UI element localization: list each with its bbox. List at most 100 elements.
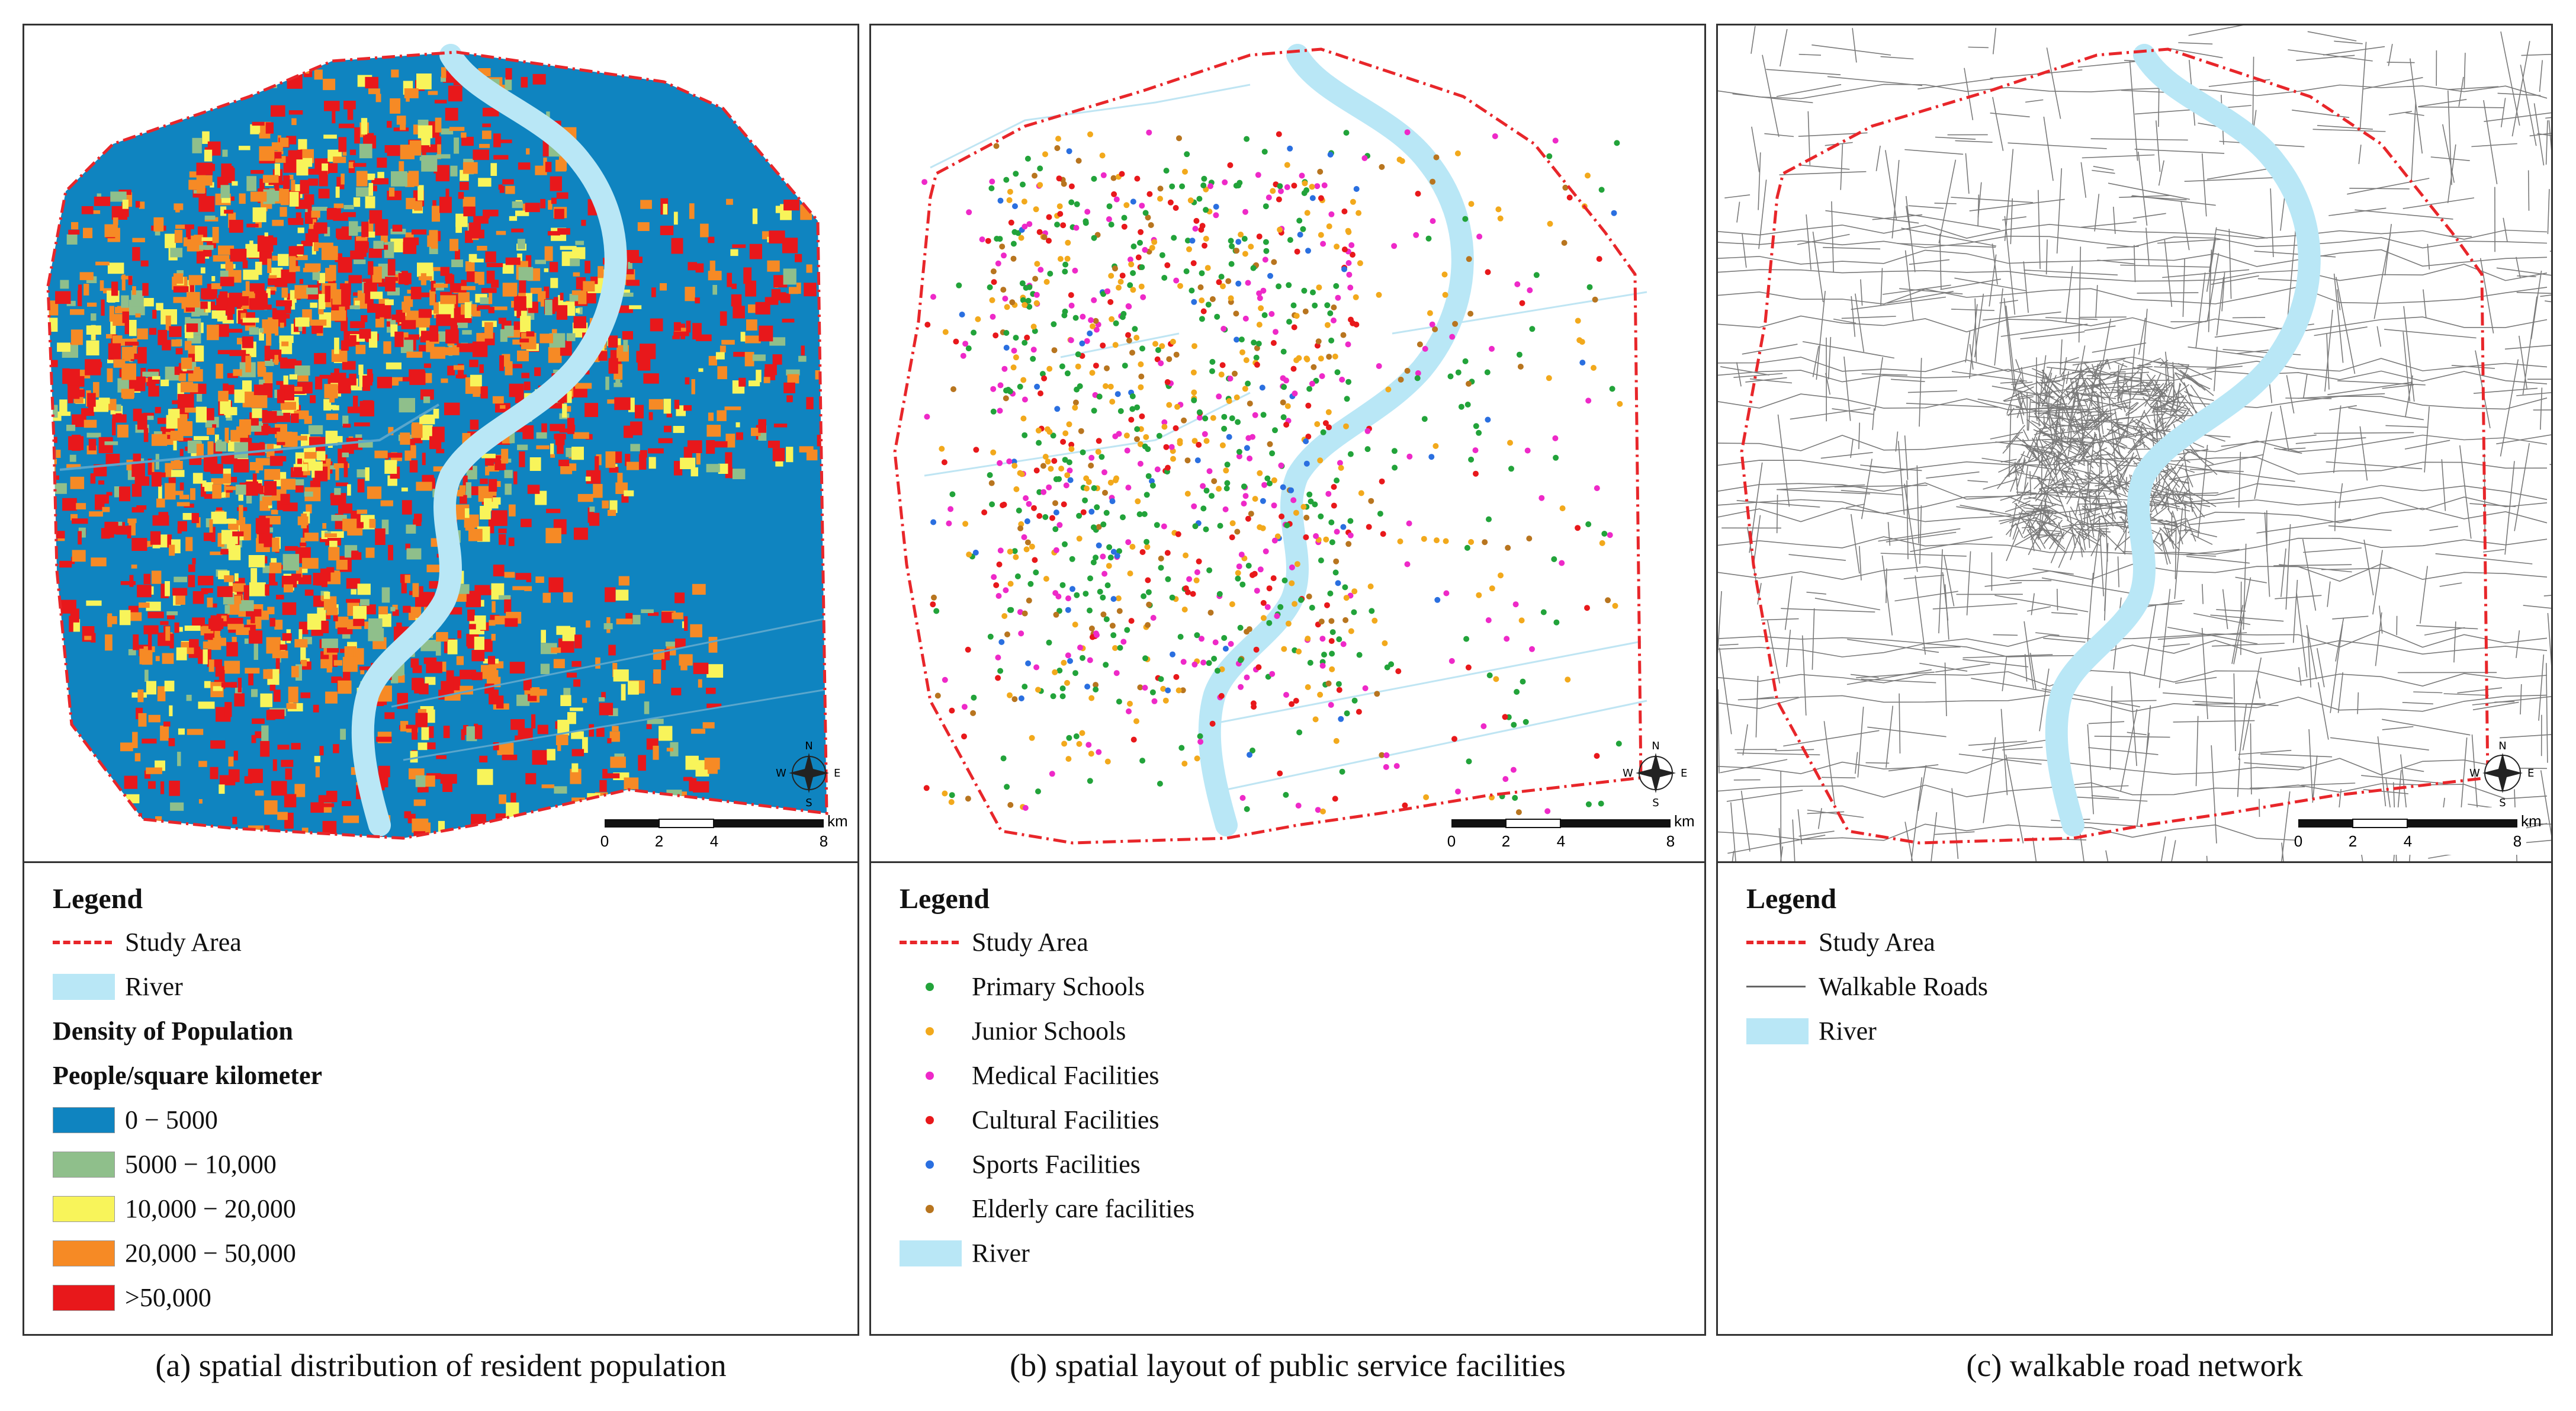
legend-item: Density of Population xyxy=(53,1009,846,1053)
legend-label: 10,000 − 20,000 xyxy=(125,1194,296,1223)
legend-item: Walkable Roads xyxy=(1746,964,2539,1009)
legend-symbol xyxy=(900,1108,965,1132)
legend-symbol xyxy=(53,1284,118,1311)
legend-symbol xyxy=(53,1195,118,1222)
legend-facilities: Legend Study Area Primary Schools Junior Sc… xyxy=(900,878,1692,1275)
svg-text:km: km xyxy=(827,812,848,830)
legend-symbol xyxy=(1746,1018,1811,1044)
study-area-boundary xyxy=(893,47,1643,845)
svg-text:0: 0 xyxy=(600,832,609,850)
legend-title: Legend xyxy=(900,883,990,915)
legend-item: 0 − 5000 xyxy=(53,1098,846,1142)
legend-item: 5000 − 10,000 xyxy=(53,1142,846,1186)
legend-symbol xyxy=(1746,975,1811,999)
legend-label: River xyxy=(1819,1016,1877,1046)
map-facilities-svg: N S E W 0 2 4 8 km xyxy=(893,44,1695,850)
panel-roads: N S E W 0 2 4 8 km Legend Study Area Walka… xyxy=(1716,24,2553,1336)
map-population-svg: N S E W 0 2 4 8 km xyxy=(46,44,848,850)
legend-item: Elderly care facilities xyxy=(900,1186,1692,1231)
svg-text:km: km xyxy=(1674,812,1695,830)
legend-symbol xyxy=(53,1107,118,1133)
legend-label: Primary Schools xyxy=(972,972,1145,1001)
study-area-boundary xyxy=(46,50,828,840)
legend-symbol xyxy=(900,1064,965,1088)
svg-text:S: S xyxy=(1652,797,1659,809)
legend-item: 20,000 − 50,000 xyxy=(53,1231,846,1275)
compass-s: S xyxy=(805,797,812,809)
map-roads[interactable]: N S E W 0 2 4 8 km xyxy=(1718,25,2551,863)
scale-bar: 0 2 4 8 km xyxy=(600,812,848,850)
svg-text:2: 2 xyxy=(1502,832,1510,850)
legend-item: Study Area xyxy=(900,920,1692,964)
study-area-boundary xyxy=(1740,47,2490,845)
map-population[interactable]: N S E W 0 2 4 8 km xyxy=(24,25,857,863)
facility-points xyxy=(921,129,1623,816)
svg-text:8: 8 xyxy=(1666,832,1675,850)
scale-bar: 0 2 4 8 km xyxy=(1447,812,1695,850)
density-patches xyxy=(48,67,827,838)
legend-title: Legend xyxy=(53,883,143,915)
legend-item: Study Area xyxy=(53,920,846,964)
legend-symbol xyxy=(900,1240,965,1266)
legend-label: Walkable Roads xyxy=(1819,972,1989,1001)
legend-label: >50,000 xyxy=(125,1283,211,1312)
legend-label: Medical Facilities xyxy=(972,1061,1159,1090)
legend-roads: Legend Study Area Walkable Roads River xyxy=(1746,878,2539,1053)
svg-text:4: 4 xyxy=(1557,832,1565,850)
legend-symbol xyxy=(900,1019,965,1043)
legend-label: Sports Facilities xyxy=(972,1150,1141,1179)
map-facilities[interactable]: N S E W 0 2 4 8 km xyxy=(871,25,1704,863)
legend-symbol xyxy=(53,1151,118,1178)
legend-symbol xyxy=(900,1153,965,1176)
svg-text:8: 8 xyxy=(820,832,828,850)
legend-symbol xyxy=(900,1197,965,1221)
legend-label: Junior Schools xyxy=(972,1016,1126,1046)
legend-label: River xyxy=(972,1239,1030,1268)
legend-label: Study Area xyxy=(972,928,1088,957)
compass-e: E xyxy=(834,767,840,780)
legend-label: 0 − 5000 xyxy=(125,1105,218,1134)
panel-population: N S E W 0 2 4 8 km Legend Study Area River… xyxy=(23,24,859,1336)
legend-item: Primary Schools xyxy=(900,964,1692,1009)
legend-label: People/square kilometer xyxy=(53,1061,322,1090)
legend-item: People/square kilometer xyxy=(53,1053,846,1098)
river xyxy=(2045,44,2321,836)
road-network xyxy=(1718,25,2551,861)
legend-item: River xyxy=(900,1231,1692,1275)
legend-label: 20,000 − 50,000 xyxy=(125,1239,296,1268)
legend-symbol xyxy=(53,1240,118,1266)
legend-label: Cultural Facilities xyxy=(972,1105,1159,1134)
legend-label: Study Area xyxy=(1819,928,1935,957)
legend-symbol xyxy=(900,975,965,999)
svg-text:4: 4 xyxy=(710,832,718,850)
compass-n: N xyxy=(805,740,812,752)
legend-label: River xyxy=(125,972,183,1001)
legend-item: River xyxy=(53,964,846,1009)
svg-text:0: 0 xyxy=(1447,832,1456,850)
legend-label: 5000 − 10,000 xyxy=(125,1150,277,1179)
legend-item: River xyxy=(1746,1009,2539,1053)
legend-population: Legend Study Area River Density of Populati… xyxy=(53,878,846,1320)
map-roads-svg: N S E W 0 2 4 8 km xyxy=(1718,25,2551,861)
legend-label: Elderly care facilities xyxy=(972,1194,1195,1223)
canals xyxy=(924,84,1647,791)
svg-text:W: W xyxy=(1623,767,1633,780)
legend-item: Junior Schools xyxy=(900,1009,1692,1053)
caption-roads: (c) walkable road network xyxy=(1966,1348,2303,1383)
legend-title: Legend xyxy=(1746,883,1837,915)
legend-item: >50,000 xyxy=(53,1275,846,1320)
legend-label: Density of Population xyxy=(53,1016,293,1046)
svg-text:N: N xyxy=(1652,740,1659,752)
legend-item: Sports Facilities xyxy=(900,1142,1692,1186)
scale-bar: 0 2 4 8 km xyxy=(2294,807,2542,855)
panel-facilities: N S E W 0 2 4 8 km Legend Study Area Prima… xyxy=(869,24,1706,1336)
caption-facilities: (b) spatial layout of public service fac… xyxy=(1010,1348,1566,1383)
caption-population: (a) spatial distribution of resident pop… xyxy=(155,1348,727,1383)
svg-text:2: 2 xyxy=(655,832,663,850)
legend-symbol xyxy=(53,973,118,1000)
legend-label: Study Area xyxy=(125,928,242,957)
compass-rose: N S E W xyxy=(1623,740,1687,809)
legend-symbol xyxy=(900,931,965,954)
compass-rose: N S E W xyxy=(2469,740,2534,809)
river xyxy=(351,44,627,836)
